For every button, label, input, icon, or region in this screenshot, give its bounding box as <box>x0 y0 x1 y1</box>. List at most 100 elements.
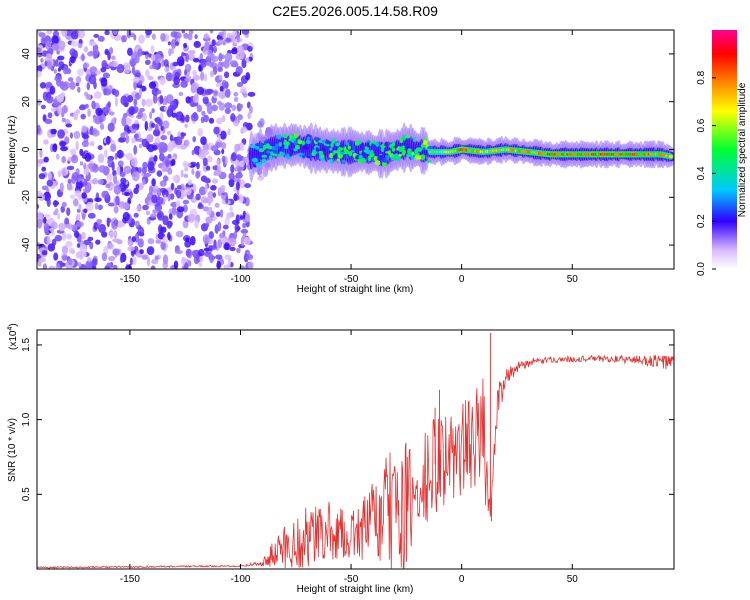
spectrogram-cell <box>257 175 265 181</box>
spectrogram-cell <box>668 154 673 159</box>
spectrogram-cell <box>107 243 114 250</box>
spectrogram-cell <box>339 144 345 148</box>
spectrogram-cell <box>203 73 208 82</box>
spectrogram-cell <box>345 142 350 146</box>
spectrogram-cell <box>56 154 60 160</box>
spectrogram-cell <box>344 149 350 155</box>
spectrogram-cell <box>238 103 244 109</box>
spectrogram-cell <box>79 148 84 156</box>
spectrogram-cell <box>239 89 247 94</box>
spectrogram-cell <box>37 124 41 134</box>
spectrogram-cell <box>145 98 154 107</box>
spectrogram-xlabel: Height of straight line (km) <box>297 284 414 295</box>
spectrogram-cell <box>60 146 68 152</box>
spectrogram-cell <box>180 80 188 88</box>
spectrogram-cell <box>329 147 333 151</box>
spectrogram-cell <box>166 130 172 136</box>
spectrogram-cell <box>210 145 219 152</box>
spectrogram-cell <box>108 61 115 67</box>
spectrogram-cell <box>122 211 130 222</box>
spectrogram-cell <box>402 149 406 155</box>
spectrogram-cell <box>113 174 118 185</box>
spectrogram-cell <box>212 178 219 184</box>
spectrogram-cell <box>104 30 110 36</box>
spectrogram-cell <box>85 166 89 176</box>
spectrogram-cell <box>321 157 325 162</box>
spectrogram-cell <box>238 55 244 60</box>
spectrogram-cell <box>75 251 84 259</box>
spectrogram-cell <box>220 184 226 191</box>
spectrogram-cell <box>151 194 158 204</box>
spectrogram-cell <box>225 37 232 43</box>
spectrogram-cell <box>203 114 210 123</box>
spectrogram-cell <box>193 40 201 49</box>
spectrogram-cell <box>129 191 133 199</box>
spectrogram-cell <box>235 181 240 191</box>
spectrogram-cell <box>138 34 145 44</box>
spectrogram-cell <box>75 140 79 151</box>
spectrogram-cell <box>87 108 91 118</box>
spectrogram-cell <box>123 165 132 174</box>
spectrogram-cell <box>185 248 192 258</box>
spectrogram-cell <box>224 71 230 79</box>
spectrogram-cell <box>81 53 85 62</box>
spectrogram-cell <box>109 111 115 116</box>
spectrogram-cell <box>149 111 153 120</box>
spectrogram-cell <box>240 142 245 151</box>
spectrogram-cell <box>266 150 270 154</box>
spectrogram-cell <box>70 194 75 199</box>
spectrogram-cell <box>134 133 139 139</box>
spectrogram-cell <box>212 192 217 198</box>
spectrogram-cell <box>121 116 127 127</box>
spectrogram-cell <box>101 59 108 69</box>
spectrogram-cell <box>212 66 218 75</box>
spectrogram-cell <box>96 223 101 229</box>
spectrogram-cell <box>71 154 79 164</box>
spectrogram-cell <box>218 91 226 99</box>
spectrogram-cell <box>232 42 238 47</box>
spectrogram-cell <box>184 240 192 248</box>
spectrogram-cell <box>93 33 100 38</box>
spectrogram-cell <box>59 182 64 193</box>
spectrogram-cell <box>107 101 111 108</box>
spectrogram-cell <box>142 161 148 170</box>
spectrogram-cell <box>187 179 193 186</box>
spectrogram-cell <box>217 221 222 232</box>
spectrogram-cell <box>318 150 323 154</box>
snr-xlabel: Height of straight line (km) <box>297 584 414 595</box>
spectrogram-cell <box>411 156 415 160</box>
spectrogram-cell <box>392 141 395 147</box>
spectrogram-cell <box>156 170 163 177</box>
spectrogram-cell <box>170 158 176 166</box>
spectrogram-cell <box>61 117 67 123</box>
spectrogram-cell <box>223 59 230 69</box>
spectrogram-cell <box>80 113 86 120</box>
spectrogram-cell <box>414 154 420 161</box>
spectrogram-cell <box>133 34 137 41</box>
spectrogram-cell <box>46 53 52 60</box>
x-tick-label: -100 <box>230 274 250 285</box>
spectrogram-cell <box>243 92 248 98</box>
spectrogram-cell <box>53 68 57 74</box>
spectrogram-cell <box>153 53 162 64</box>
spectrogram-cell <box>217 239 222 249</box>
spectrogram-cell <box>167 153 172 159</box>
spectrogram-cell <box>170 48 174 54</box>
spectrogram-cell <box>84 152 92 162</box>
spectrogram-cell <box>219 209 224 218</box>
spectrogram-cell <box>176 206 185 213</box>
spectrogram-cell <box>55 262 61 269</box>
spectrogram-cell <box>126 47 133 56</box>
spectrogram-cell <box>118 136 127 143</box>
spectrogram-cell <box>138 143 143 149</box>
spectrogram-cell <box>382 162 387 167</box>
spectrogram-cell <box>190 235 196 246</box>
spectrogram-cell <box>209 253 214 264</box>
spectrogram-cell <box>427 146 433 150</box>
spectrogram-cell <box>57 170 62 178</box>
spectrogram-cell <box>137 226 145 236</box>
colorbar-tick-label: 0.2 <box>696 214 707 228</box>
spectrogram-cell <box>146 133 154 143</box>
spectrogram-cell <box>195 170 201 179</box>
spectrogram-cell <box>70 148 77 155</box>
